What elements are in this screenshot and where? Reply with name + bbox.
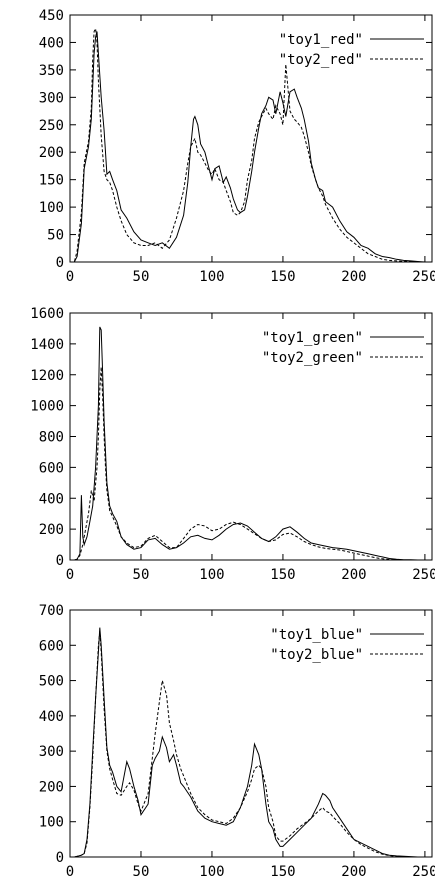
plot-frame: [69, 14, 433, 263]
y-tick-label: 600: [39, 638, 64, 654]
y-tick-label: 700: [39, 603, 64, 619]
x-tick-label: 50: [133, 269, 150, 285]
legend-label-toy1-blue: "toy1_blue": [270, 627, 363, 643]
x-tick-label: 100: [199, 269, 224, 285]
y-tick-label: 100: [39, 200, 64, 216]
x-tick-label: 200: [341, 864, 366, 880]
y-tick-label: 250: [39, 118, 64, 134]
x-tick-label: 100: [199, 864, 224, 880]
y-tick-label: 400: [39, 491, 64, 507]
legend-label-toy2-green: "toy2_green": [262, 350, 363, 366]
legend-label-toy2-red: "toy2_red": [279, 52, 363, 68]
x-tick-label: 50: [133, 567, 150, 583]
y-tick-label: 200: [39, 145, 64, 161]
y-tick-label: 500: [39, 674, 64, 690]
x-tick-label: 150: [270, 567, 295, 583]
series-line-toy2-blue: [70, 631, 432, 858]
y-tick-label: 1600: [30, 306, 64, 322]
series-line-toy2-green: [70, 366, 432, 561]
x-tick-label: 150: [270, 269, 295, 285]
x-tick-label: 50: [133, 864, 150, 880]
x-tick-label: 0: [66, 567, 74, 583]
y-tick-label: 400: [39, 709, 64, 725]
y-tick-label: 300: [39, 90, 64, 106]
x-tick-label: 250: [412, 269, 435, 285]
y-tick-label: 400: [39, 35, 64, 51]
y-tick-label: 0: [56, 553, 64, 569]
y-tick-label: 800: [39, 430, 64, 446]
series-line-toy1-green: [70, 326, 432, 561]
y-tick-label: 300: [39, 744, 64, 760]
y-tick-label: 0: [56, 850, 64, 866]
red-histogram-chart: 0 50 100 150 200 250 0 50 100 150 200 250 300 350 400 4…: [39, 8, 435, 285]
y-tick-label: 600: [39, 460, 64, 476]
series-line-toy1-red: [70, 31, 432, 263]
y-tick-label: 200: [39, 522, 64, 538]
y-tick-label: 100: [39, 815, 64, 831]
x-tick-label: 200: [341, 567, 366, 583]
y-tick-label: 200: [39, 779, 64, 795]
legend-label-toy1-green: "toy1_green": [262, 330, 363, 346]
series-line-toy2-red: [70, 27, 432, 263]
x-tick-label: 100: [199, 567, 224, 583]
green-histogram-chart: 0 50 100 150 200 250 0 200 400 600 800 1000 1200 1400…: [30, 306, 435, 583]
x-tick-label: 250: [412, 864, 435, 880]
y-tick-label: 450: [39, 8, 64, 24]
x-tick-label: 0: [66, 864, 74, 880]
y-tick-label: 150: [39, 173, 64, 189]
y-tick-label: 50: [47, 228, 64, 244]
x-tick-label: 0: [66, 269, 74, 285]
plot-frame: [69, 312, 433, 561]
y-tick-label: 350: [39, 63, 64, 79]
y-tick-label: 1400: [30, 337, 64, 353]
plot-frame: [69, 609, 433, 858]
x-tick-label: 250: [412, 567, 435, 583]
blue-histogram-chart: 0 50 100 150 200 250 0 100 200 300 400 500 600 700 "to…: [39, 603, 435, 880]
legend-label-toy1-red: "toy1_red": [279, 32, 363, 48]
y-tick-label: 1000: [30, 399, 64, 415]
y-tick-label: 0: [56, 255, 64, 271]
x-tick-label: 200: [341, 269, 366, 285]
legend-label-toy2-blue: "toy2_blue": [270, 647, 363, 663]
x-tick-label: 150: [270, 864, 295, 880]
series-line-toy1-blue: [70, 627, 432, 858]
y-tick-label: 1200: [30, 368, 64, 384]
